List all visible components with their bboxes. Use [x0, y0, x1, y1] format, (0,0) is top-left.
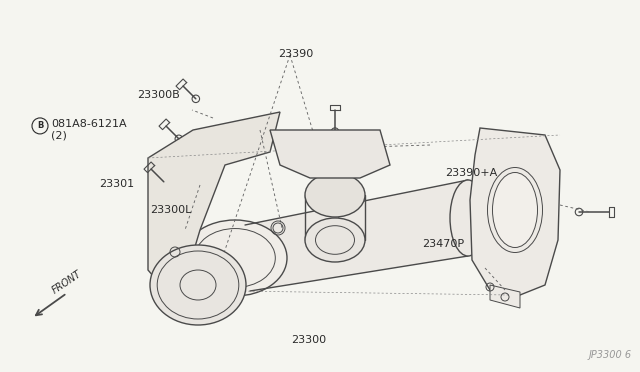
Ellipse shape	[305, 173, 365, 217]
Ellipse shape	[183, 220, 287, 296]
Polygon shape	[270, 130, 390, 178]
Polygon shape	[470, 128, 560, 295]
Text: JP3300 6: JP3300 6	[589, 350, 632, 360]
Text: 23300B: 23300B	[138, 90, 180, 100]
Text: 23301: 23301	[99, 179, 134, 189]
Text: 23300L: 23300L	[150, 205, 192, 215]
Ellipse shape	[150, 245, 246, 325]
Ellipse shape	[450, 180, 486, 256]
Polygon shape	[245, 180, 468, 291]
Text: 23300: 23300	[291, 336, 326, 345]
Polygon shape	[490, 285, 520, 308]
Ellipse shape	[493, 173, 538, 247]
Text: 081A8-6121A: 081A8-6121A	[51, 119, 127, 129]
Text: 23390+A: 23390+A	[445, 168, 497, 178]
Text: 23470P: 23470P	[422, 239, 465, 248]
Text: (2): (2)	[51, 131, 67, 141]
Text: B: B	[37, 121, 43, 131]
Ellipse shape	[305, 218, 365, 262]
Text: 23390: 23390	[278, 49, 314, 59]
Text: FRONT: FRONT	[50, 269, 83, 296]
Polygon shape	[148, 112, 280, 290]
